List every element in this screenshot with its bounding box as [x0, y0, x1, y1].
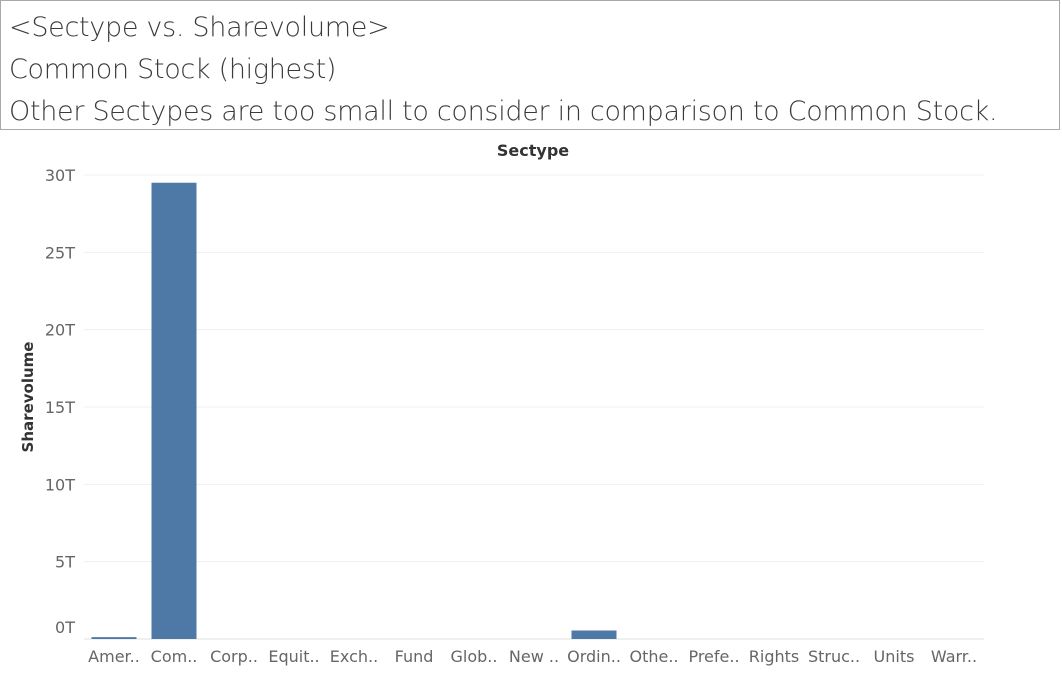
x-tick-label: Fund: [395, 647, 434, 666]
x-tick-label: Com..: [151, 647, 198, 666]
x-tick-label: Amer..: [88, 647, 140, 666]
bar[interactable]: [91, 637, 137, 639]
bar[interactable]: [151, 182, 197, 639]
caption-line-3: Other Sectypes are too small to consider…: [9, 96, 998, 127]
caption-line-2: Common Stock (highest): [9, 54, 337, 85]
caption-line-1: <Sectype vs. Sharevolume>: [9, 12, 390, 43]
y-tick-label: 15T: [45, 398, 75, 417]
y-tick-label: 5T: [55, 553, 75, 572]
y-tick-label: 20T: [45, 321, 75, 340]
bar-chart: 0T 5T 10T 15T 20T 25T 30T Amer.. Com.. Corp.. Equi…: [19, 141, 984, 666]
x-tick-label: New ..: [509, 647, 559, 666]
x-tick-label: Exch..: [330, 647, 378, 666]
x-tick-label: Warr..: [931, 647, 977, 666]
chart-caption: <Sectype vs. Sharevolume> Common Stock (…: [0, 0, 1060, 130]
x-tick-label: Ordin..: [567, 647, 621, 666]
bar[interactable]: [571, 630, 617, 639]
y-tick-label: 30T: [45, 166, 75, 185]
axes: 0T 5T 10T 15T 20T 25T 30T Amer.. Com.. Corp.. Equi…: [45, 166, 977, 666]
x-tick-label: Units: [874, 647, 915, 666]
bars: [91, 182, 617, 639]
x-tick-label: Rights: [749, 647, 799, 666]
gridlines: [84, 174, 984, 640]
x-tick-label: Equit..: [268, 647, 319, 666]
y-tick-label: 25T: [45, 243, 75, 262]
x-tick-label: Othe..: [629, 647, 678, 666]
x-tick-label: Corp..: [210, 647, 258, 666]
y-axis-label: Sharevolume: [19, 342, 37, 453]
y-tick-label: 10T: [45, 475, 75, 494]
chart-area: 0T 5T 10T 15T 20T 25T 30T Amer.. Com.. Corp.. Equi…: [0, 130, 1062, 682]
x-tick-label: Struc..: [808, 647, 860, 666]
column-header: Sectype: [497, 141, 569, 160]
x-tick-label: Prefe..: [688, 647, 739, 666]
x-tick-label: Glob..: [451, 647, 498, 666]
y-tick-label: 0T: [55, 618, 75, 637]
